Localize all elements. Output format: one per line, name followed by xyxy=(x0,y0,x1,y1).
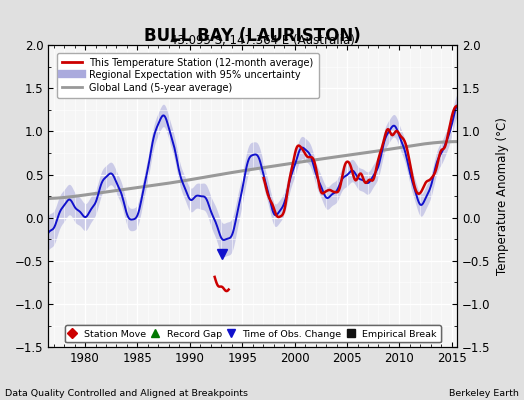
Text: Berkeley Earth: Berkeley Earth xyxy=(449,389,519,398)
Text: Data Quality Controlled and Aligned at Breakpoints: Data Quality Controlled and Aligned at B… xyxy=(5,389,248,398)
Title: BULL BAY (LAURISTON): BULL BAY (LAURISTON) xyxy=(144,27,361,45)
Y-axis label: Temperature Anomaly (°C): Temperature Anomaly (°C) xyxy=(496,117,509,275)
Text: 43.095 S, 147.364 E (Australia): 43.095 S, 147.364 E (Australia) xyxy=(170,34,354,47)
Legend: Station Move, Record Gap, Time of Obs. Change, Empirical Break: Station Move, Record Gap, Time of Obs. C… xyxy=(65,326,441,342)
